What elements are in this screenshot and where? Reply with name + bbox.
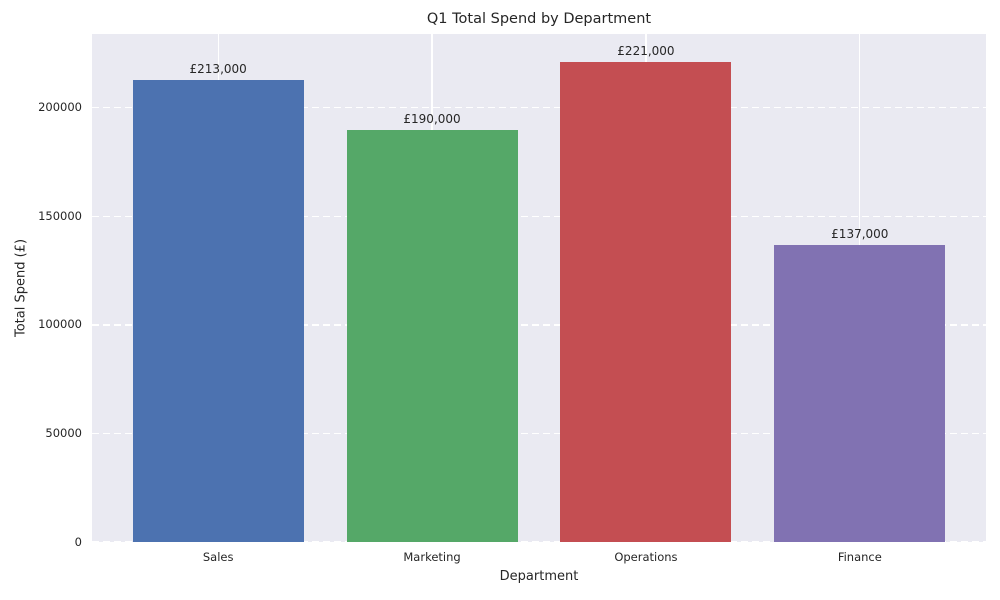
bar-value-label: £213,000: [189, 61, 247, 76]
chart-title: Q1 Total Spend by Department: [426, 11, 652, 27]
bar: [560, 62, 732, 542]
y-tick-label: 200000: [38, 100, 82, 115]
y-tick-label: 0: [74, 534, 82, 549]
plot-area: £213,000 £190,000 £221,000 £137,000: [92, 34, 986, 543]
y-axis-label: Total Spend (£): [13, 238, 29, 338]
y-gridline: [92, 324, 986, 326]
y-gridline: [92, 541, 986, 543]
y-tick-label: 100000: [38, 317, 82, 332]
bar: [132, 79, 304, 542]
x-tick-label: Sales: [202, 550, 234, 564]
y-gridline: [92, 432, 986, 435]
y-tick-label: 150000: [38, 208, 82, 223]
x-tick-label: Marketing: [403, 550, 461, 564]
x-axis-label: Department: [499, 569, 579, 584]
bar-value-label: £190,000: [403, 111, 461, 126]
x-tick-label: Operations: [614, 550, 678, 564]
x-tick-label: Finance: [837, 550, 882, 564]
y-tick-label: 50000: [45, 425, 82, 440]
y-gridline: [92, 215, 986, 217]
bar: [346, 129, 518, 542]
bar-value-label: £137,000: [831, 226, 889, 241]
y-gridline: [92, 107, 986, 109]
bar: [774, 244, 946, 542]
bar-value-label: £221,000: [617, 44, 675, 59]
